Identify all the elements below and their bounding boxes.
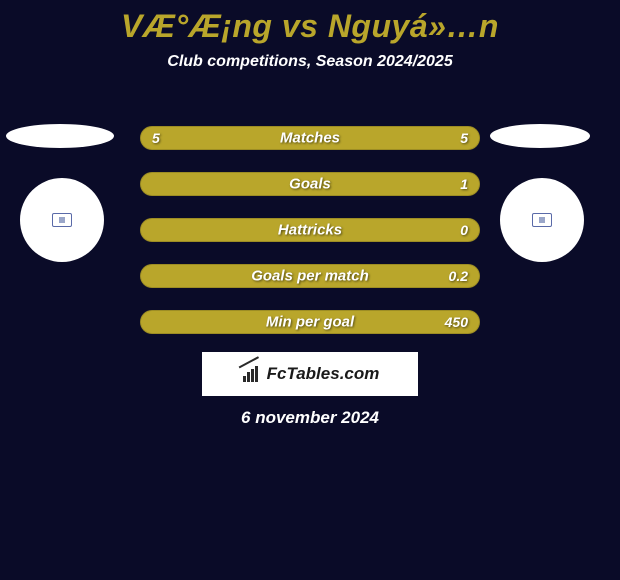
stat-row: Min per goal 450 bbox=[140, 310, 480, 334]
page-subtitle: Club competitions, Season 2024/2025 bbox=[0, 53, 620, 71]
stats-bars: Matches 5 5 Goals 1 Hattricks 0 Goals per match… bbox=[140, 126, 480, 356]
stat-right-value: 1 bbox=[460, 176, 468, 192]
player-left-ellipse bbox=[6, 124, 114, 148]
brand-text: FcTables.com bbox=[267, 364, 380, 384]
stat-label: Goals bbox=[289, 176, 331, 193]
bars-chart-icon bbox=[241, 364, 261, 384]
stat-row: Goals 1 bbox=[140, 172, 480, 196]
stat-left-value: 5 bbox=[152, 130, 160, 146]
player-left-badge bbox=[20, 178, 104, 262]
flag-icon bbox=[52, 213, 72, 227]
flag-icon bbox=[532, 213, 552, 227]
stat-label: Matches bbox=[280, 130, 340, 147]
brand-badge: FcTables.com bbox=[202, 352, 418, 396]
stat-row: Hattricks 0 bbox=[140, 218, 480, 242]
stat-label: Hattricks bbox=[278, 222, 342, 239]
stat-right-value: 0.2 bbox=[449, 268, 468, 284]
stat-row: Goals per match 0.2 bbox=[140, 264, 480, 288]
stat-label: Goals per match bbox=[251, 268, 369, 285]
stat-row: Matches 5 5 bbox=[140, 126, 480, 150]
player-right-ellipse bbox=[490, 124, 590, 148]
stat-right-value: 0 bbox=[460, 222, 468, 238]
date-text: 6 november 2024 bbox=[0, 408, 620, 428]
stat-right-value: 450 bbox=[445, 314, 468, 330]
stat-right-value: 5 bbox=[460, 130, 468, 146]
player-right-badge bbox=[500, 178, 584, 262]
stat-label: Min per goal bbox=[266, 314, 354, 331]
page-title: VÆ°Æ¡ng vs Nguyá»…n bbox=[0, 0, 620, 45]
